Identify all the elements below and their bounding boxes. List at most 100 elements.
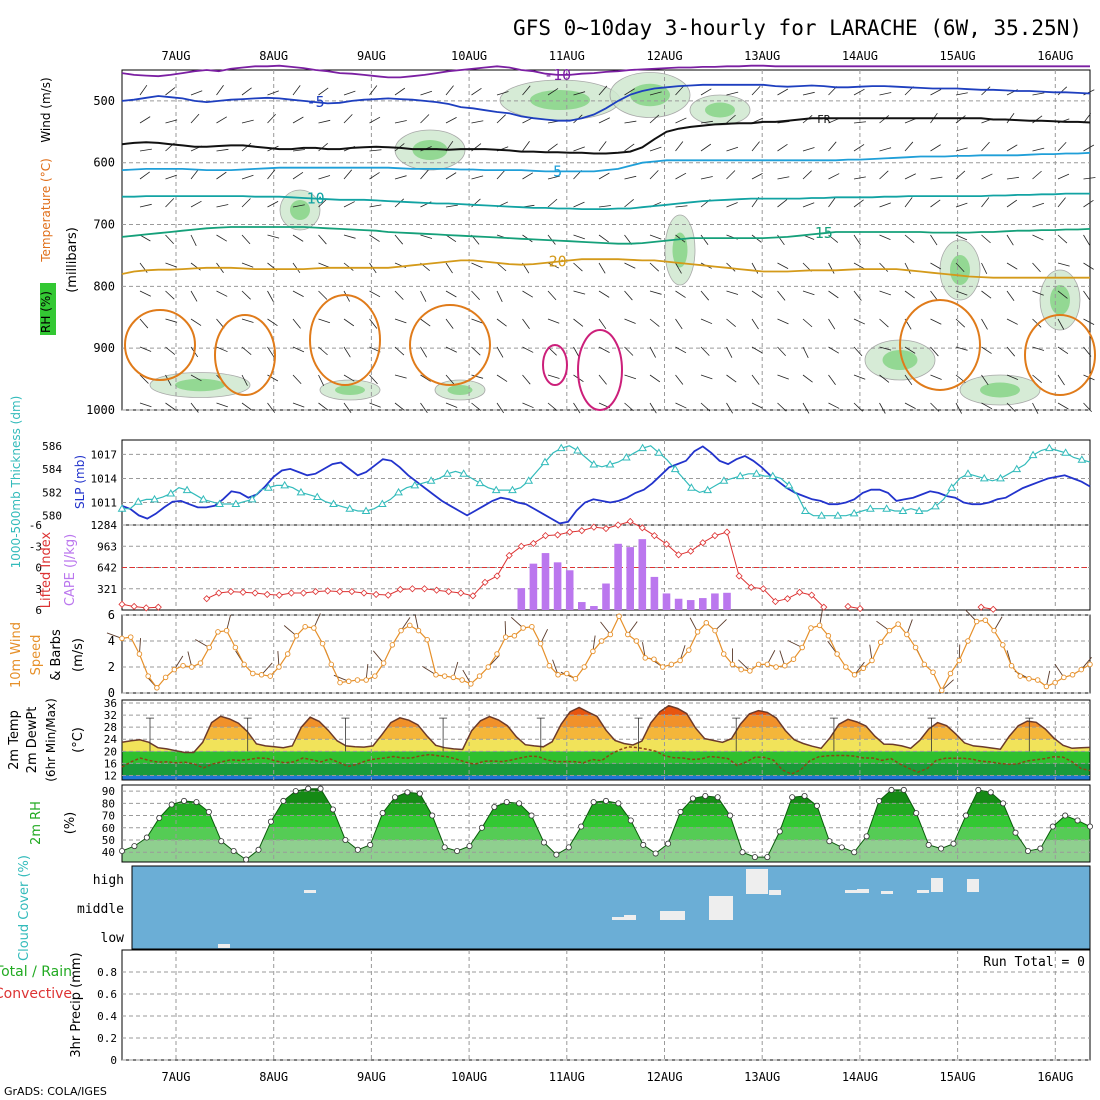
- rh-marker: [1049, 823, 1056, 830]
- lifted-index-marker: [687, 547, 695, 555]
- wind10-marker: [799, 644, 805, 651]
- wind-barb: [318, 87, 329, 96]
- wind-barb: [981, 234, 991, 244]
- lifted-index-marker: [590, 523, 598, 531]
- wind-barb: [165, 174, 177, 180]
- wind-barb: [318, 142, 328, 152]
- rh-marker: [739, 849, 746, 856]
- wind-barb: [955, 234, 968, 241]
- wind-barb: [165, 87, 176, 96]
- temp-tick: 20: [104, 745, 117, 758]
- precip-tick: 0.4: [97, 1010, 117, 1023]
- wind10-marker: [433, 672, 439, 678]
- wind-barb: [1006, 113, 1015, 124]
- temp-tick: 32: [104, 709, 117, 722]
- wind-barb: [496, 262, 507, 272]
- wind-barb: [904, 374, 913, 386]
- thickness-marker: [931, 501, 940, 510]
- rh-marker: [1024, 848, 1031, 855]
- wind-barb: [624, 318, 636, 324]
- cloud-row-label: low: [101, 931, 125, 946]
- wind-barb: [318, 290, 328, 300]
- rh-marker: [714, 794, 721, 801]
- wind-barb: [1057, 318, 1065, 330]
- wind-barb: [1006, 374, 1019, 381]
- lifted-index-marker: [614, 521, 622, 529]
- wind-barb: [930, 346, 939, 357]
- wind-barb: [930, 199, 941, 208]
- rh-shading-core: [530, 90, 590, 110]
- thickness-marker: [410, 480, 420, 489]
- wind-barb: [1032, 346, 1045, 351]
- wind-barb: [751, 173, 763, 180]
- wind-barb: [190, 318, 202, 326]
- thickness-marker: [491, 485, 501, 494]
- wind10-marker: [947, 670, 954, 677]
- wind-barb: [1083, 144, 1095, 152]
- wind10-marker: [354, 677, 361, 683]
- wind-barb: [802, 147, 815, 152]
- wind10-marker: [485, 664, 492, 670]
- thickness-marker: [589, 459, 599, 468]
- wind-barb: [547, 262, 560, 269]
- thickness-marker: [670, 464, 680, 473]
- wind-barb: [853, 234, 862, 246]
- wind-barb: [292, 374, 302, 385]
- lifted-index-marker: [662, 540, 671, 548]
- lifted-index-marker: [675, 551, 683, 559]
- thickness-marker: [735, 471, 745, 480]
- wind-barb: [853, 262, 865, 270]
- wind-barb: [394, 87, 406, 96]
- thickness-marker: [638, 443, 647, 452]
- rh-marker: [776, 828, 783, 835]
- wind10-marker: [520, 625, 526, 631]
- wind-barb: [1032, 147, 1045, 152]
- wind-barb: [930, 144, 941, 152]
- wind-barb: [828, 262, 835, 274]
- wind-barb: [598, 290, 610, 298]
- cape-bar: [517, 588, 526, 610]
- thickness-marker: [865, 504, 875, 512]
- wind-barb: [318, 318, 331, 324]
- cloud-cell: [917, 890, 929, 893]
- wind-barb: [1006, 318, 1018, 325]
- wind-barb: [1032, 92, 1045, 96]
- rh-shading-core: [175, 378, 225, 392]
- wind-barb: [292, 290, 304, 297]
- wind-barb: [649, 170, 659, 180]
- wind10-marker: [267, 673, 274, 679]
- rh-shading-core: [1050, 285, 1070, 315]
- thickness-tick: 584: [42, 463, 62, 476]
- wind-barb: [675, 117, 687, 124]
- rh-marker: [876, 797, 883, 804]
- wind-barb: [241, 119, 254, 124]
- thickness-marker: [914, 506, 924, 515]
- wind-barb: [1006, 234, 1014, 246]
- wind-barb: [1057, 290, 1068, 299]
- wind10-marker: [712, 627, 718, 634]
- wind10-marker: [197, 660, 204, 666]
- date-tick-top: 12AUG: [646, 49, 682, 63]
- wind-barb: [420, 234, 433, 239]
- contour-FR: [121, 117, 1091, 155]
- contour-label: 20: [549, 253, 567, 271]
- wind-barb: [802, 346, 809, 358]
- lifted-index-marker: [469, 592, 477, 600]
- wind-barb: [751, 85, 761, 96]
- li-tick: -3: [29, 540, 42, 553]
- thickness-marker: [719, 476, 729, 484]
- wind-barb: [726, 402, 734, 414]
- rh-marker: [913, 810, 920, 817]
- wind10-marker: [258, 672, 265, 678]
- rh-marker: [143, 834, 150, 841]
- wind10-marker: [250, 670, 256, 677]
- lifted-index-marker: [408, 585, 416, 593]
- thickness-marker: [182, 485, 192, 494]
- cape-bar: [578, 602, 586, 610]
- wind-barb: [955, 170, 966, 180]
- lifted-index-marker: [602, 524, 610, 533]
- wind-barb: [751, 290, 763, 299]
- wind-barb: [802, 374, 813, 383]
- wind-barb: [649, 402, 657, 414]
- wind-barb: [139, 234, 151, 242]
